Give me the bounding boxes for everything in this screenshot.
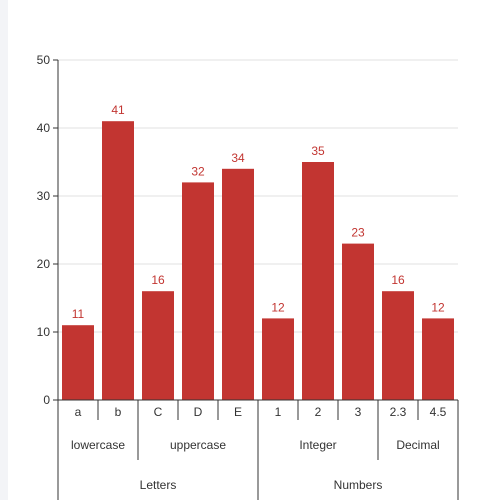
subgroup-label: uppercase <box>170 438 226 452</box>
data-label: 11 <box>72 307 85 321</box>
group-label: Numbers <box>334 478 383 492</box>
subgroup-label: Decimal <box>396 438 439 452</box>
subgroup-label: Integer <box>299 438 336 452</box>
x-tick-label: 4.5 <box>430 405 447 419</box>
left-panel-edge <box>0 0 8 500</box>
group-label: Letters <box>140 478 177 492</box>
x-tick-label: b <box>115 405 122 419</box>
y-tick-label: 50 <box>37 53 51 67</box>
y-tick-label: 30 <box>37 189 51 203</box>
x-tick-label: a <box>75 405 82 419</box>
bar <box>422 318 454 400</box>
x-tick-label: C <box>154 405 163 419</box>
bars: 11 41 16 32 34 12 35 23 16 12 <box>62 103 454 400</box>
data-label: 12 <box>431 300 445 314</box>
x-tick-label: 2.3 <box>390 405 407 419</box>
data-label: 16 <box>151 273 165 287</box>
bar <box>262 318 294 400</box>
x-tick-label: 2 <box>315 405 322 419</box>
data-label: 23 <box>351 226 365 240</box>
data-label: 41 <box>111 103 125 117</box>
data-label: 16 <box>391 273 405 287</box>
y-tick-label: 20 <box>37 257 51 271</box>
y-tick-label: 40 <box>37 121 51 135</box>
data-label: 32 <box>191 164 205 178</box>
bar <box>182 182 214 400</box>
data-label: 12 <box>271 300 285 314</box>
bar <box>102 121 134 400</box>
data-label: 34 <box>231 151 245 165</box>
y-tick-label: 0 <box>43 393 50 407</box>
bar <box>342 243 374 400</box>
bar <box>302 162 334 400</box>
bar <box>62 325 94 400</box>
bar <box>142 291 174 400</box>
data-label: 35 <box>311 144 325 158</box>
bar <box>222 168 254 400</box>
x-tick-label: D <box>194 405 203 419</box>
x-tick-label: E <box>234 405 242 419</box>
subgroup-label: lowercase <box>71 438 125 452</box>
bar <box>382 291 414 400</box>
x-tick-label: 3 <box>355 405 362 419</box>
x-tick-label: 1 <box>275 405 282 419</box>
y-tick-label: 10 <box>37 325 51 339</box>
